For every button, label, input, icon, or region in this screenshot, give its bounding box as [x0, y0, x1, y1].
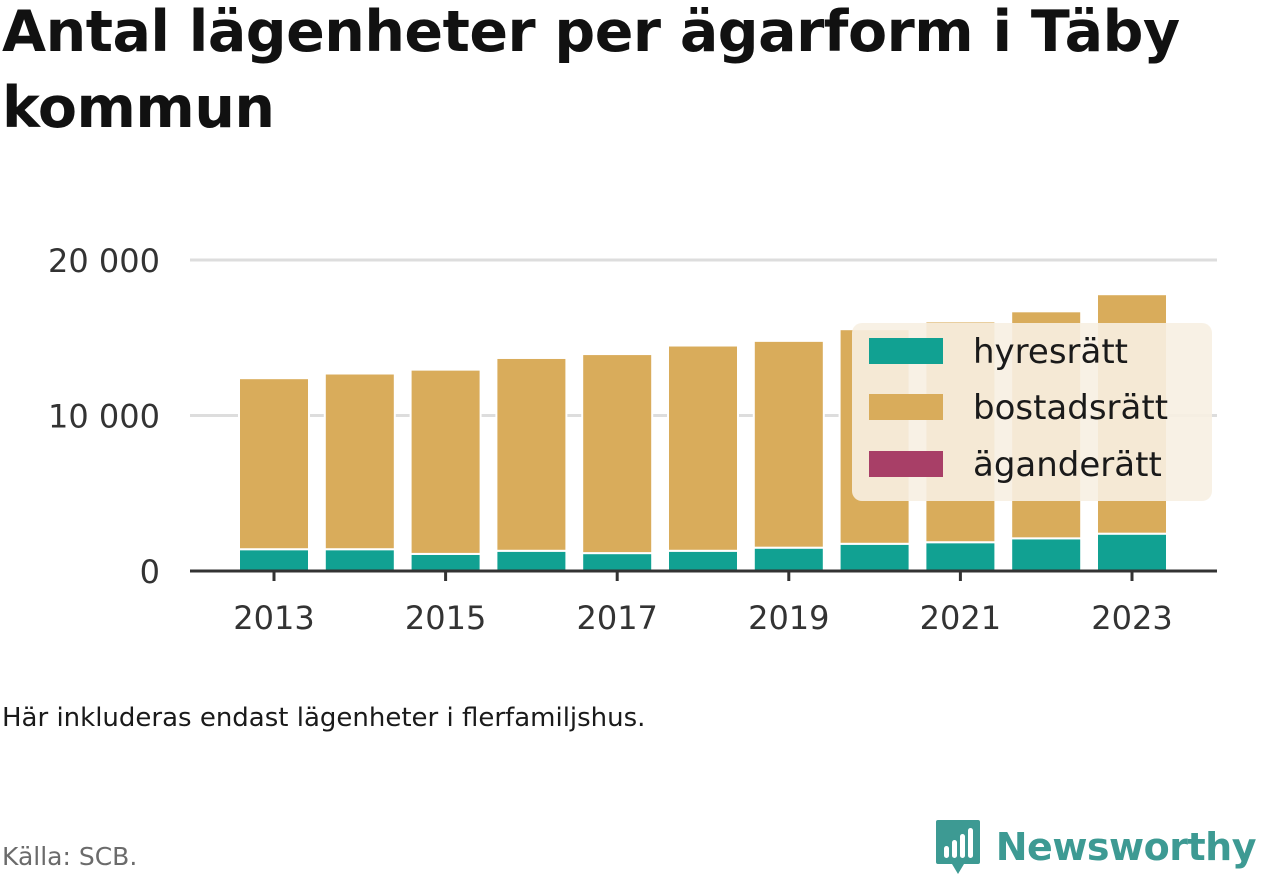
- x-tick-label: 2021: [920, 599, 1001, 637]
- y-tick-label: 0: [140, 553, 160, 591]
- legend-label: äganderätt: [973, 445, 1162, 485]
- bar-segment: [495, 549, 568, 572]
- x-tick-label: 2019: [748, 599, 829, 637]
- x-axis-tick-labels: 2013 2015 2017 2019 2021 2023: [233, 599, 1172, 637]
- legend: hyresrätt bostadsrätt äganderätt: [852, 323, 1212, 501]
- stacked-bar-chart: 0 10 000 20 000 2013 2015 2017 2019 2021 2023 h…: [48, 242, 1217, 637]
- bar-segment: [238, 377, 310, 551]
- bar-segment: [752, 546, 825, 572]
- legend-swatch: [869, 394, 943, 420]
- legend-swatch: [869, 338, 943, 364]
- bar-segment: [667, 549, 739, 572]
- bar-segment: [1096, 532, 1168, 572]
- y-tick-label: 20 000: [48, 242, 160, 280]
- y-tick-label: 10 000: [48, 398, 160, 436]
- legend-label: hyresrätt: [973, 332, 1128, 372]
- newsworthy-logo-icon: [935, 820, 980, 874]
- bar-segment: [323, 372, 396, 551]
- x-axis: [190, 569, 1217, 581]
- bar-segment: [409, 368, 482, 555]
- source-credit: Källa: SCB.: [2, 842, 138, 871]
- bar-segment: [581, 353, 654, 555]
- bar-segment: [409, 552, 482, 573]
- x-tick-label: 2017: [576, 599, 657, 637]
- bar-segment: [667, 344, 739, 552]
- chart-title: Antal lägenheter per ägarform i Täby kom…: [2, 0, 1180, 141]
- x-tick-label: 2023: [1091, 599, 1172, 637]
- legend-swatch: [869, 451, 943, 477]
- bar-segment: [238, 548, 310, 572]
- bar-segment: [838, 542, 911, 572]
- bar-segment: [495, 356, 568, 552]
- bar-segment: [924, 541, 997, 572]
- bar-segment: [323, 548, 396, 572]
- y-axis-tick-labels: 0 10 000 20 000: [48, 242, 160, 591]
- bar-segment: [1010, 537, 1083, 572]
- bar-segment: [752, 339, 825, 549]
- legend-label: bostadsrätt: [973, 388, 1168, 428]
- brand-logo: Newsworthy: [934, 818, 1257, 876]
- bar-segment: [581, 552, 654, 572]
- x-tick-label: 2013: [233, 599, 314, 637]
- x-tick-label: 2015: [405, 599, 486, 637]
- brand-name: Newsworthy: [995, 825, 1257, 869]
- chart-note: Här inkluderas endast lägenheter i flerf…: [2, 703, 646, 733]
